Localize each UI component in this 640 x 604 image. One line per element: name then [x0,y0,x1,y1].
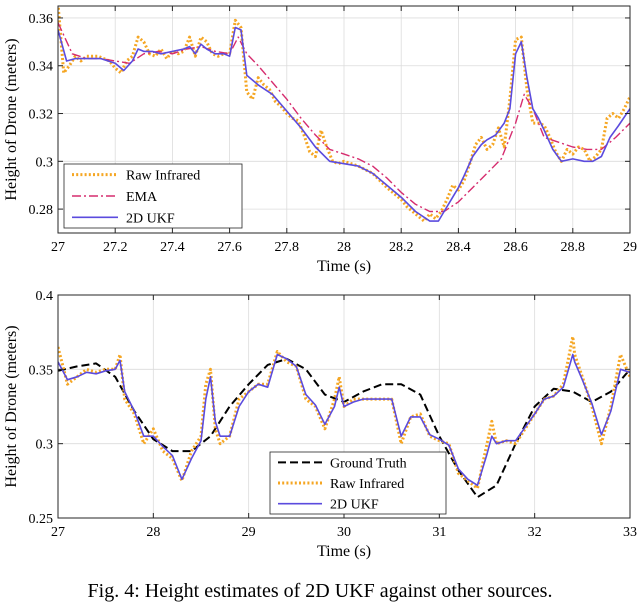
x-tick-label: 27.4 [160,240,185,255]
bottom-chart: 27 28 29 30 31 32 33 0.25 0.3 0.35 0.4 Time (s) Heig… [3,289,637,560]
figure-caption: Fig. 4: Height estimates of 2D UKF again… [87,580,553,602]
x-tick-label: 27.8 [275,240,300,255]
y-tick-label: 0.34 [29,60,54,75]
y-tick-label: 0.25 [29,512,54,527]
x-tick-label: 31 [432,525,446,540]
y-tick-label: 0.3 [36,438,54,453]
x-tick-label: 30 [337,525,351,540]
y-tick-label: 0.4 [36,289,54,304]
y-tick-label: 0.28 [29,203,54,218]
legend: Raw Infrared EMA 2D UKF [63,163,243,229]
x-tick-label: 28 [337,240,351,255]
legend-label: EMA [126,190,158,205]
x-tick-label: 28.6 [503,240,528,255]
x-tick-label: 28.2 [389,240,414,255]
legend-label: 2D UKF [126,211,175,226]
x-tick-label: 27.2 [103,240,128,255]
x-tick-label: 33 [623,525,637,540]
legend-label: Ground Truth [330,456,407,471]
x-tick-label: 32 [528,525,542,540]
y-tick-label: 0.36 [29,12,54,27]
y-tick-label: 0.32 [29,108,54,123]
top-chart: 27 27.2 27.4 27.6 27.8 28 28.2 28.4 28.6 28.8 29 0.… [3,5,637,275]
x-tick-label: 29 [242,525,256,540]
y-tick-label: 0.35 [29,363,54,378]
legend: Ground Truth Raw Infrared 2D UKF [269,451,447,515]
series-line-2d-ukf [58,353,630,487]
series-line-2d-ukf [58,26,630,222]
x-tick-label: 28 [146,525,160,540]
x-tick-label: 27.6 [217,240,242,255]
y-axis-label: Height of Drone (meters) [3,38,20,200]
y-axis-label: Height of Drone (meters) [3,325,20,487]
legend-label: 2D UKF [330,498,379,513]
x-axis-label: Time (s) [317,258,371,275]
x-tick-label: 27 [51,525,65,540]
x-tick-label: 28.8 [561,240,586,255]
y-tick-label: 0.3 [36,155,54,170]
x-tick-label: 28.4 [446,240,471,255]
series-line-raw-infrared [58,6,630,223]
series-line-raw-infrared [58,335,630,490]
x-tick-label: 29 [623,240,637,255]
legend-label: Raw Infrared [330,477,404,492]
legend-label: Raw Infrared [126,169,200,184]
x-axis-label: Time (s) [317,543,371,560]
x-tick-label: 27 [51,240,65,255]
